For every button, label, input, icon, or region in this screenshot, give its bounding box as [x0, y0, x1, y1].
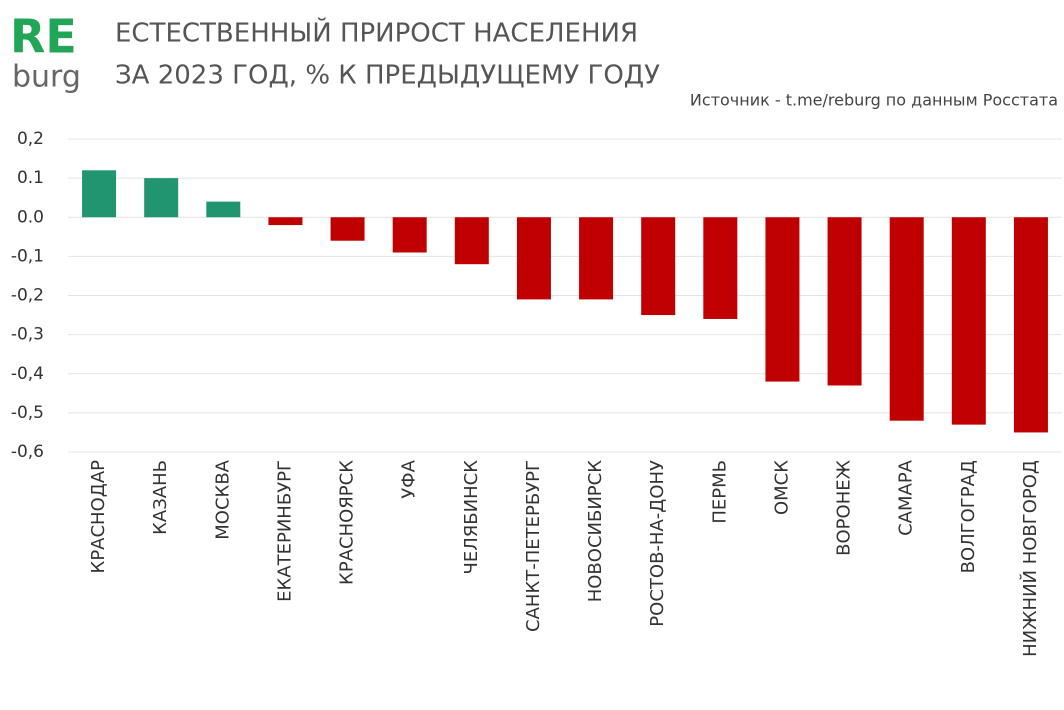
bar [268, 217, 303, 226]
bar [827, 217, 862, 386]
bar [765, 217, 800, 382]
bar [392, 217, 427, 253]
x-tick-label: НОВОСИБИРСК [585, 460, 606, 602]
source: Источник - t.me/reburg по данным Росстат… [690, 91, 1058, 110]
x-tick-label: САМАРА [896, 459, 917, 536]
y-tick-label: -0,4 [11, 364, 44, 384]
x-tick-label: ЧЕЛЯБИНСК [461, 460, 482, 575]
chart-title: ЗА 2023 ГОД, % К ПРЕДЫДУЩЕМУ ГОДУ [115, 61, 660, 91]
y-tick-label: -0,2 [11, 286, 44, 306]
logo-top: RE [10, 10, 77, 64]
x-tick-label: НИЖНИЙ НОВГОРОД [1019, 460, 1041, 657]
bar [1013, 217, 1048, 433]
x-tick-label: РОСТОВ-НА-ДОНУ [647, 460, 668, 627]
bar [330, 217, 365, 241]
x-tick-label: УФА [399, 459, 420, 498]
y-tick-label: 0.1 [17, 168, 44, 188]
y-tick-label: -0,3 [11, 325, 44, 345]
x-tick-label: КАЗАНЬ [150, 460, 171, 535]
x-tick-label: КРАСНОЯРСК [337, 460, 358, 585]
bar [144, 178, 179, 218]
x-tick-label: МОСКВА [212, 459, 233, 539]
x-tick-label: ВОЛГОГРАД [958, 460, 979, 573]
bar [889, 217, 924, 421]
bar [206, 201, 241, 218]
x-tick-label: САНКТ-ПЕТЕРБУРГ [523, 460, 544, 632]
bar [703, 217, 738, 319]
x-tick-label: ОМСК [771, 460, 792, 515]
x-tick-label: ЕКАТЕРИНБУРГ [274, 460, 295, 602]
bar [951, 217, 986, 425]
bar [454, 217, 489, 265]
chart-title: ЕСТЕСТВЕННЫЙ ПРИРОСТ НАСЕЛЕНИЯ [115, 17, 638, 49]
bar [579, 217, 614, 300]
x-tick-label: ПЕРМЬ [709, 460, 730, 524]
bar [82, 170, 117, 218]
logo-bottom: burg [12, 60, 81, 95]
y-tick-label: -0,5 [11, 403, 44, 423]
y-tick-label: 0.0 [17, 207, 44, 227]
y-tick-label: -0,6 [11, 442, 44, 462]
y-tick-label: -0,1 [11, 246, 44, 266]
bar [516, 217, 551, 300]
bar [641, 217, 676, 316]
y-tick-label: 0,2 [17, 129, 44, 149]
x-tick-label: ВОРОНЕЖ [834, 459, 855, 555]
x-tick-label: КРАСНОДАР [88, 460, 109, 574]
